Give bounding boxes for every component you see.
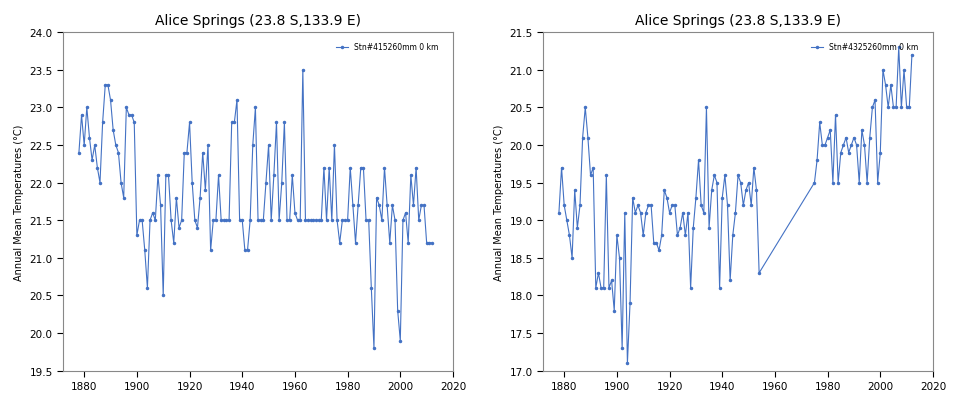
Y-axis label: Annual Mean Temperatures (°C): Annual Mean Temperatures (°C) [493,124,504,280]
Title: Alice Springs (23.8 S,133.9 E): Alice Springs (23.8 S,133.9 E) [156,14,361,28]
Title: Alice Springs (23.8 S,133.9 E): Alice Springs (23.8 S,133.9 E) [636,14,841,28]
Legend: Stn#4325260mm 0 km: Stn#4325260mm 0 km [808,40,922,55]
Legend: Stn#415260mm 0 km: Stn#415260mm 0 km [333,40,442,55]
Y-axis label: Annual Mean Temperatures (°C): Annual Mean Temperatures (°C) [13,124,24,280]
